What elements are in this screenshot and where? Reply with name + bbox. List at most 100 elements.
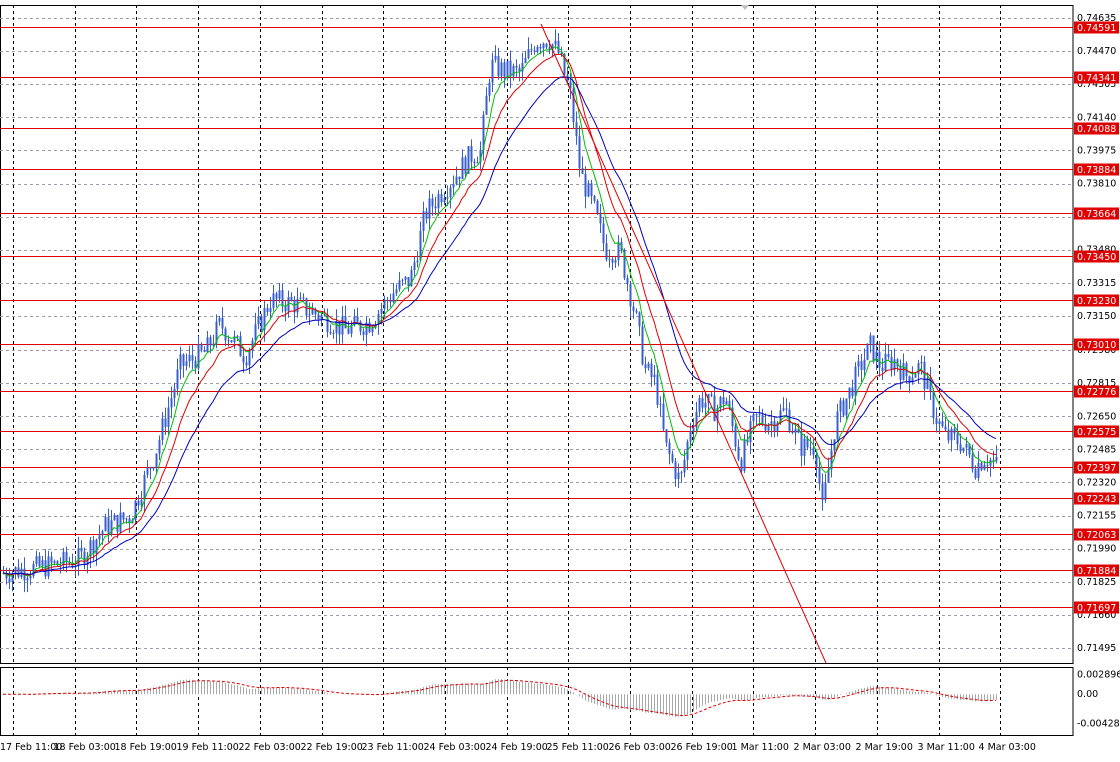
candle-body <box>476 162 479 164</box>
candle-body <box>230 340 233 343</box>
candle-body <box>812 448 815 456</box>
main-plot-frame <box>0 5 1074 664</box>
candle-body <box>764 423 767 431</box>
candle-body <box>770 421 773 426</box>
time-tick-label: 22 Feb 03:00 <box>239 742 301 753</box>
candle-body <box>68 562 71 564</box>
candle-body <box>221 317 224 329</box>
candle-body <box>953 428 956 434</box>
candle-body <box>155 453 158 468</box>
candle-body <box>62 551 65 566</box>
candle-body <box>113 515 116 521</box>
time-tick-label: 3 Mar 11:00 <box>918 742 975 753</box>
candle-body <box>509 60 512 77</box>
candle-body <box>704 402 707 408</box>
candle-body <box>203 350 206 352</box>
candle-body <box>458 176 461 179</box>
time-tick-label: 2 Mar 19:00 <box>856 742 913 753</box>
candle-body <box>848 387 851 399</box>
candle-body <box>785 408 788 410</box>
candle-body <box>263 307 266 331</box>
price-tick-label: 0.74305 <box>1077 79 1116 90</box>
time-tick-label: 17 Feb 11:00 <box>0 742 62 753</box>
candle-body <box>965 444 968 448</box>
candle-body <box>596 200 599 214</box>
candle-body <box>941 421 944 427</box>
price-tick-label: 0.71660 <box>1077 610 1116 621</box>
candle-body <box>611 259 614 263</box>
candle-body <box>29 576 32 579</box>
level-label-bg <box>1074 122 1119 135</box>
candle-body <box>5 572 8 579</box>
level-label-bg <box>1074 338 1119 351</box>
candle-body <box>227 340 230 342</box>
candle-body <box>539 46 542 49</box>
candle-body <box>482 114 485 150</box>
candle-body <box>830 450 833 470</box>
candle-body <box>278 290 281 299</box>
candle-body <box>416 260 419 263</box>
candle-body <box>281 290 284 306</box>
level-label: 0.74591 <box>1077 23 1116 34</box>
candle-body <box>602 223 605 244</box>
candle-body <box>101 531 104 536</box>
indicator-tick-label: 0.00 <box>1077 689 1098 700</box>
price-tick-label: 0.73150 <box>1077 311 1116 322</box>
time-tick-label: 2 Mar 03:00 <box>794 742 851 753</box>
candle-body <box>440 194 443 203</box>
candle-body <box>752 414 755 422</box>
price-tick-label: 0.74140 <box>1077 112 1116 123</box>
ma-line-2 <box>2 53 997 576</box>
candle-body <box>755 414 758 416</box>
level-label: 0.72063 <box>1077 530 1116 541</box>
candle-body <box>314 309 317 315</box>
candle-body <box>92 540 95 554</box>
price-tick-label: 0.72155 <box>1077 511 1116 522</box>
candle-body <box>758 414 761 416</box>
candle-body <box>485 95 488 115</box>
candle-body <box>14 567 17 574</box>
candle-body <box>296 298 299 313</box>
candle-body <box>869 335 872 344</box>
candle-body <box>350 324 353 334</box>
candle-body <box>326 314 329 332</box>
candle-body <box>41 560 44 567</box>
candle-body <box>494 55 497 60</box>
candle-body <box>725 400 728 405</box>
price-tick-label: 0.73975 <box>1077 145 1116 156</box>
candle-body <box>212 343 215 346</box>
candle-body <box>413 262 416 271</box>
candle-body <box>80 547 83 552</box>
candle-body <box>197 344 200 369</box>
candle-body <box>875 351 878 362</box>
level-label: 0.71884 <box>1077 566 1116 577</box>
candle-body <box>719 397 722 409</box>
candle-body <box>215 321 218 344</box>
candle-body <box>464 157 467 174</box>
level-label-bg <box>1074 163 1119 176</box>
candle-body <box>353 316 356 325</box>
candle-body <box>638 312 641 327</box>
candle-body <box>434 206 437 209</box>
candle-body <box>545 43 548 48</box>
candle-body <box>980 462 983 470</box>
candle-body <box>497 55 500 77</box>
indicator-frame <box>0 667 1074 736</box>
candle-body <box>527 49 530 59</box>
candle-body <box>653 374 656 378</box>
level-label: 0.73450 <box>1077 252 1116 263</box>
candle-body <box>383 299 386 309</box>
candle-body <box>425 211 428 219</box>
candle-body <box>977 462 980 478</box>
candle-body <box>266 307 269 313</box>
candle-body <box>446 197 449 199</box>
candle-body <box>431 198 434 207</box>
level-label-bg <box>1074 294 1119 307</box>
candle-body <box>740 459 743 471</box>
candle-body <box>692 427 695 432</box>
time-tick-label: 25 Feb 11:00 <box>547 742 609 753</box>
price-tick-label: 0.74635 <box>1077 13 1116 24</box>
candle-body <box>368 322 371 333</box>
